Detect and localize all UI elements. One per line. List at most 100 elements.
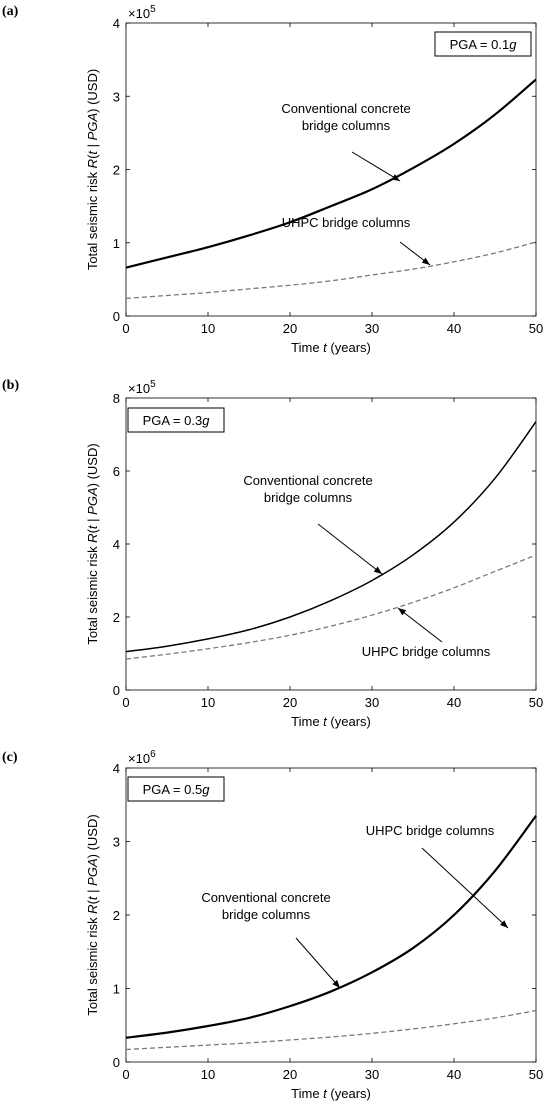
y-exponent-base: ×10 xyxy=(128,6,150,21)
y-axis-label-unit: ) (USD) xyxy=(85,443,100,487)
series-annotation-label: bridge columns xyxy=(222,907,311,922)
y-axis-label: Total seismic risk R(t | PGA) (USD) xyxy=(85,443,100,644)
y-axis-label-open: ( xyxy=(85,154,100,159)
x-axis-label-var: t xyxy=(323,714,328,729)
y-tick-label: 2 xyxy=(113,908,120,923)
y-tick-label: 4 xyxy=(113,761,120,776)
pga-legend-value: PGA = 0.1 xyxy=(450,37,510,52)
x-axis-label: Time t (years) xyxy=(291,714,371,729)
y-axis-label-pga: PGA xyxy=(85,487,100,514)
x-axis-label-unit: (years) xyxy=(327,340,371,355)
annotation-arrow xyxy=(351,151,401,182)
x-axis-label-unit: (years) xyxy=(327,714,371,729)
y-exponent-power: 5 xyxy=(150,4,156,15)
annotation-arrow xyxy=(421,847,509,929)
y-axis-label-mid: | xyxy=(85,886,100,897)
y-tick-label: 2 xyxy=(113,163,120,178)
x-tick-label: 50 xyxy=(529,695,543,710)
x-tick-label: 40 xyxy=(447,321,461,336)
conventional-series-line xyxy=(125,421,537,653)
y-tick-label: 4 xyxy=(113,537,120,552)
x-axis-label-text: Time xyxy=(291,714,323,729)
pga-legend-box xyxy=(127,776,225,802)
y-exponent-base: ×10 xyxy=(128,751,150,766)
series-annotation-label: UHPC bridge columns xyxy=(366,823,495,838)
y-axis-label-unit: ) (USD) xyxy=(85,814,100,858)
y-tick-label: 0 xyxy=(113,309,120,324)
x-tick-label: 0 xyxy=(122,1067,129,1082)
y-axis-label-pga: PGA xyxy=(85,113,100,140)
x-tick-label: 50 xyxy=(529,1067,543,1082)
y-axis-label-pga: PGA xyxy=(85,858,100,885)
series-annotation-label: bridge columns xyxy=(264,490,353,505)
pga-legend-value: PGA = 0.3 xyxy=(143,413,203,428)
series-annotation-label: bridge columns xyxy=(302,118,391,133)
y-tick-label: 0 xyxy=(113,683,120,698)
y-tick-label: 0 xyxy=(113,1055,120,1070)
y-axis-label-open: ( xyxy=(85,528,100,533)
y-axis-label-R: R xyxy=(85,904,100,913)
x-axis-label-text: Time xyxy=(291,1086,323,1101)
x-tick-label: 20 xyxy=(283,695,297,710)
y-axis-label: Total seismic risk R(t | PGA) (USD) xyxy=(85,69,100,270)
y-tick-label: 6 xyxy=(113,464,120,479)
y-axis-label-R: R xyxy=(85,533,100,542)
pga-legend-text: PGA = 0.5g xyxy=(143,782,211,797)
y-axis-label-unit: ) (USD) xyxy=(85,69,100,113)
plot-frame xyxy=(125,22,537,317)
y-exponent: ×105 xyxy=(128,379,156,396)
pga-legend-box xyxy=(127,407,225,433)
panel-label: (a) xyxy=(2,4,19,19)
x-tick-label: 0 xyxy=(122,321,129,336)
x-tick-label: 0 xyxy=(122,695,129,710)
x-axis-label-text: Time xyxy=(291,340,323,355)
x-tick-label: 30 xyxy=(365,321,379,336)
panel-label: (c) xyxy=(2,750,18,765)
x-tick-label: 40 xyxy=(447,1067,461,1082)
series-annotation-label: UHPC bridge columns xyxy=(362,644,491,659)
conventional-series-line xyxy=(125,815,537,1039)
y-axis-label: Total seismic risk R(t | PGA) (USD) xyxy=(85,814,100,1015)
x-tick-label: 40 xyxy=(447,695,461,710)
series-annotation-label: Conventional concrete xyxy=(243,473,372,488)
y-tick-label: 3 xyxy=(113,835,120,850)
conventional-series-line xyxy=(125,78,537,269)
y-tick-label: 3 xyxy=(113,89,120,104)
pga-legend-box xyxy=(434,31,532,57)
y-exponent-power: 5 xyxy=(150,379,156,390)
y-exponent-base: ×10 xyxy=(128,381,150,396)
annotation-arrow xyxy=(317,523,383,575)
series-annotation-label: Conventional concrete xyxy=(201,890,330,905)
x-tick-label: 50 xyxy=(529,321,543,336)
chart-panel-c: (c) 0 10 20 30 40 50 0 1 2 3 4 ×106 Time t (years) Tot… xyxy=(2,749,543,1101)
pga-legend-text: PGA = 0.3g xyxy=(143,413,211,428)
y-tick-label: 4 xyxy=(113,16,120,31)
x-tick-label: 20 xyxy=(283,321,297,336)
pga-legend-unit: g xyxy=(202,782,210,797)
y-axis-label-text: Total seismic risk xyxy=(85,168,100,270)
y-tick-label: 1 xyxy=(113,982,120,997)
y-exponent: ×105 xyxy=(128,4,156,21)
annotation-arrow xyxy=(399,241,431,266)
y-axis-label-R: R xyxy=(85,159,100,168)
x-tick-label: 30 xyxy=(365,1067,379,1082)
pga-legend-unit: g xyxy=(202,413,210,428)
y-axis-label-text: Total seismic risk xyxy=(85,914,100,1016)
y-exponent: ×106 xyxy=(128,749,156,766)
chart-panel-a: (a) 0 10 20 30 40 50 0 1 2 3 4 ×105 Time t (years) Tot… xyxy=(2,4,543,355)
pga-legend-unit: g xyxy=(509,37,517,52)
x-axis-label: Time t (years) xyxy=(291,340,371,355)
plot-frame xyxy=(125,767,537,1063)
y-axis-label-open: ( xyxy=(85,899,100,904)
y-tick-label: 8 xyxy=(113,391,120,406)
x-tick-label: 10 xyxy=(201,695,215,710)
annotation-arrow xyxy=(397,607,443,643)
series-annotation-label: Conventional concrete xyxy=(281,101,410,116)
y-tick-label: 2 xyxy=(113,610,120,625)
x-axis-label-var: t xyxy=(323,1086,328,1101)
y-axis-label-t: t xyxy=(85,524,100,529)
y-axis-label-t: t xyxy=(85,150,100,155)
y-axis-label-text: Total seismic risk xyxy=(85,543,100,645)
x-tick-label: 10 xyxy=(201,1067,215,1082)
